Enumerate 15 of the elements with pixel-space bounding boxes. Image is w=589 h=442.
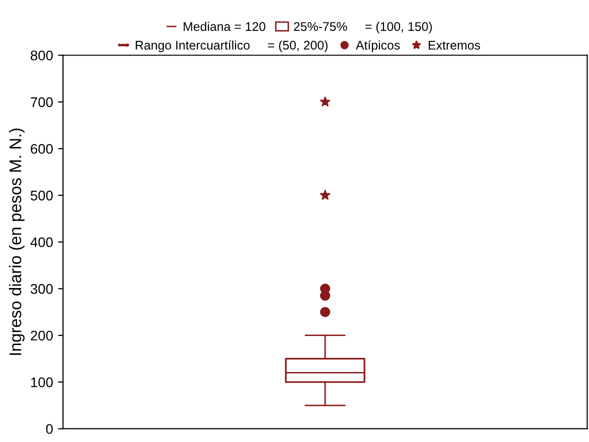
y-axis-title: Ingreso diario (en pesos M. N.) (9, 128, 25, 355)
y-tick-label: 400 (30, 237, 53, 248)
text: Extremos (428, 40, 480, 50)
y-tick-label: 0 (46, 424, 53, 434)
text: Atípicos (356, 40, 400, 52)
y-tick-label: 500 (30, 190, 53, 200)
text: Rango Intercuartílico = (50, 200) (136, 40, 328, 52)
y-tick-label: 100 (31, 377, 53, 388)
y-tick-label: 700 (30, 97, 53, 108)
y-tick-label: 800 (30, 50, 53, 60)
y-tick-label: 200 (30, 330, 53, 341)
y-tick-label: 300 (30, 284, 53, 294)
y-tick-label: 600 (30, 144, 53, 154)
text: 25%-75% = (100, 150) (294, 22, 432, 34)
text: Mediana = 120 (184, 22, 266, 31)
